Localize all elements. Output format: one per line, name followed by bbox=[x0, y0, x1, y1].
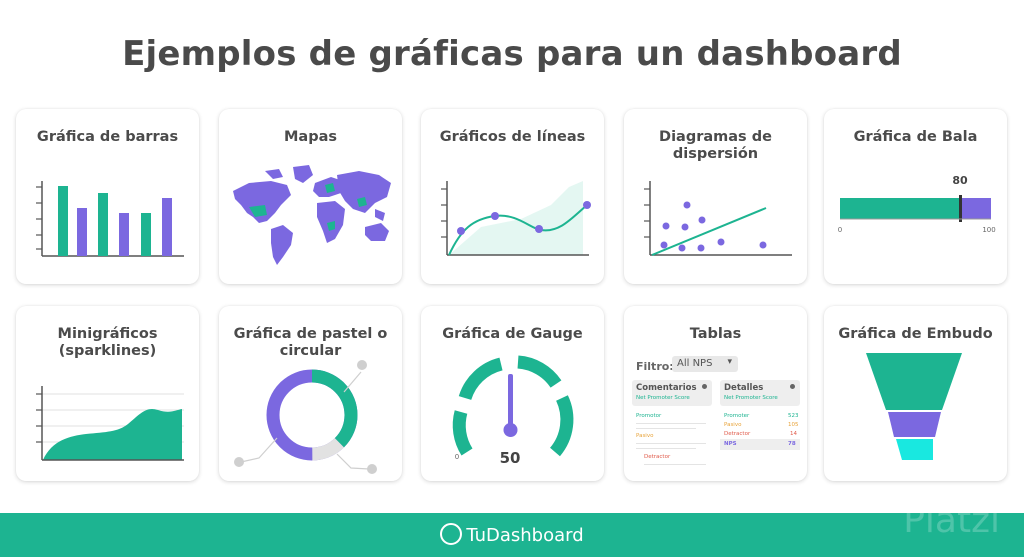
panel-subtitle: Net Promoter Score bbox=[724, 395, 778, 401]
nps-row: NPS 78 bbox=[720, 439, 800, 450]
bar-2 bbox=[77, 208, 87, 256]
chevron-down-icon: ▾ bbox=[727, 357, 732, 367]
card-title: Diagramas de dispersión bbox=[659, 129, 772, 162]
scatter-point bbox=[698, 216, 706, 224]
line-point-1 bbox=[457, 227, 465, 235]
scatter-point bbox=[662, 222, 670, 230]
comment-row-label: Detractor bbox=[644, 454, 671, 460]
detail-row-value: 78 bbox=[788, 441, 796, 447]
donut-chart-illustration bbox=[234, 360, 377, 474]
panel-subtitle: Net Promoter Score bbox=[636, 395, 690, 401]
card-bullet-chart[interactable]: Gráfica de Bala 80 0 100 bbox=[824, 109, 1007, 284]
bar-4 bbox=[119, 213, 129, 256]
detail-row-value: 523 bbox=[788, 413, 799, 419]
scatter-point bbox=[697, 244, 705, 252]
comment-row-label: Pasivo bbox=[636, 433, 654, 439]
bullet-max-label: 100 bbox=[982, 226, 995, 234]
sparkline-illustration bbox=[36, 386, 184, 461]
gauge-value-label: 50 bbox=[500, 449, 521, 467]
card-title: Gráfica de Embudo bbox=[838, 326, 993, 342]
scatter-point bbox=[759, 241, 767, 249]
bullet-bar bbox=[840, 198, 961, 219]
world-map-illustration bbox=[233, 165, 391, 265]
funnel-stage-1 bbox=[866, 353, 962, 410]
filter-value: All NPS bbox=[677, 358, 713, 369]
line-point-3 bbox=[535, 225, 543, 233]
bullet-chart-illustration: 80 0 100 bbox=[838, 174, 996, 234]
footer-bar: TuDashboard bbox=[0, 513, 1024, 557]
line-point-2 bbox=[491, 212, 499, 220]
card-map[interactable]: Mapas bbox=[219, 109, 402, 284]
funnel-illustration bbox=[866, 353, 962, 460]
tudashboard-logo-icon bbox=[440, 523, 463, 545]
menu-dot-icon[interactable] bbox=[790, 384, 795, 389]
bar-6 bbox=[162, 198, 172, 256]
card-pie-chart[interactable]: Gráfica de pastel o circular bbox=[219, 306, 402, 481]
card-table[interactable]: Tablas Filtro: All NPS ▾ Comentarios Net… bbox=[624, 306, 807, 481]
detail-row-label: Promoter bbox=[724, 413, 750, 419]
card-line-chart[interactable]: Gráficos de líneas bbox=[421, 109, 604, 284]
card-title: Gráfica de pastel o circular bbox=[233, 326, 388, 359]
bullet-marker bbox=[959, 195, 962, 222]
detail-row-label: Pasivo bbox=[724, 422, 742, 428]
card-sparkline[interactable]: Minigráficos (sparklines) bbox=[16, 306, 199, 481]
brand-name: TuDashboard bbox=[466, 525, 584, 546]
filter-dropdown[interactable]: All NPS ▾ bbox=[672, 356, 738, 372]
line-chart-illustration bbox=[441, 181, 591, 256]
card-title: Mapas bbox=[283, 129, 337, 145]
card-scatter-chart[interactable]: Diagramas de dispersión bbox=[624, 109, 807, 284]
panel-title: Detalles bbox=[724, 383, 764, 393]
card-title: Gráfica de Gauge bbox=[442, 326, 583, 342]
bar-3 bbox=[98, 193, 108, 256]
gauge-pivot bbox=[503, 423, 518, 437]
scatter-point bbox=[717, 238, 725, 246]
card-title: Gráficos de líneas bbox=[439, 129, 586, 145]
bar-5 bbox=[141, 213, 151, 256]
card-title: Minigráficos (sparklines) bbox=[57, 326, 158, 359]
card-title: Gráfica de Bala bbox=[853, 129, 978, 145]
details-panel-header: Detalles Net Promoter Score bbox=[720, 380, 800, 406]
platzi-watermark: Platzi bbox=[903, 500, 1000, 541]
page-title: Ejemplos de gráficas para un dashboard bbox=[122, 34, 902, 74]
filter-label: Filtro: bbox=[636, 360, 674, 373]
line-point-4 bbox=[583, 201, 591, 209]
detail-row-label: Detractor bbox=[724, 431, 751, 437]
scatter-point bbox=[660, 241, 668, 249]
card-title: Gráfica de barras bbox=[36, 129, 179, 145]
detail-row-label: NPS bbox=[724, 441, 737, 447]
funnel-stage-3 bbox=[896, 439, 933, 460]
scatter-point bbox=[678, 244, 686, 252]
bar-chart-illustration bbox=[36, 181, 184, 257]
detail-row-value: 14 bbox=[790, 431, 797, 437]
scatter-chart-illustration bbox=[644, 181, 792, 256]
gauge-illustration: 50 0 bbox=[452, 355, 574, 467]
footer-brand: TuDashboard bbox=[0, 523, 1024, 547]
bullet-min-label: 0 bbox=[838, 226, 842, 234]
scatter-point bbox=[683, 201, 691, 209]
card-title: Tablas bbox=[689, 326, 742, 342]
menu-dot-icon[interactable] bbox=[702, 384, 707, 389]
card-funnel-chart[interactable]: Gráfica de Embudo bbox=[824, 306, 1007, 481]
funnel-stage-2 bbox=[888, 412, 941, 437]
comments-panel-header: Comentarios Net Promoter Score bbox=[632, 380, 712, 406]
scatter-point bbox=[681, 223, 689, 231]
card-gauge-chart[interactable]: Gráfica de Gauge 50 0 bbox=[421, 306, 604, 481]
card-bar-chart[interactable]: Gráfica de barras bbox=[16, 109, 199, 284]
bar-1 bbox=[58, 186, 68, 256]
gauge-min-label: 0 bbox=[455, 453, 459, 461]
panel-title: Comentarios bbox=[636, 383, 697, 393]
gauge-needle bbox=[508, 374, 513, 430]
detail-row-value: 105 bbox=[788, 422, 799, 428]
bullet-value-label: 80 bbox=[952, 174, 968, 187]
comment-row-label: Promotor bbox=[636, 413, 662, 419]
